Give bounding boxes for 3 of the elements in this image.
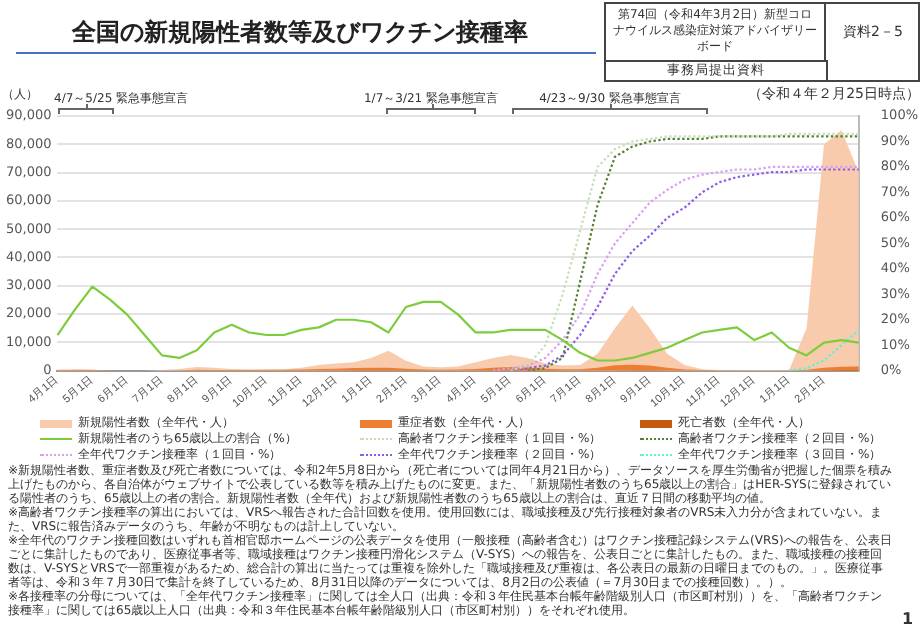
line-series xyxy=(788,328,860,371)
chart-title: 全国の新規陽性者数等及びワクチン接種率 xyxy=(70,16,530,50)
text: 1 xyxy=(902,610,914,628)
